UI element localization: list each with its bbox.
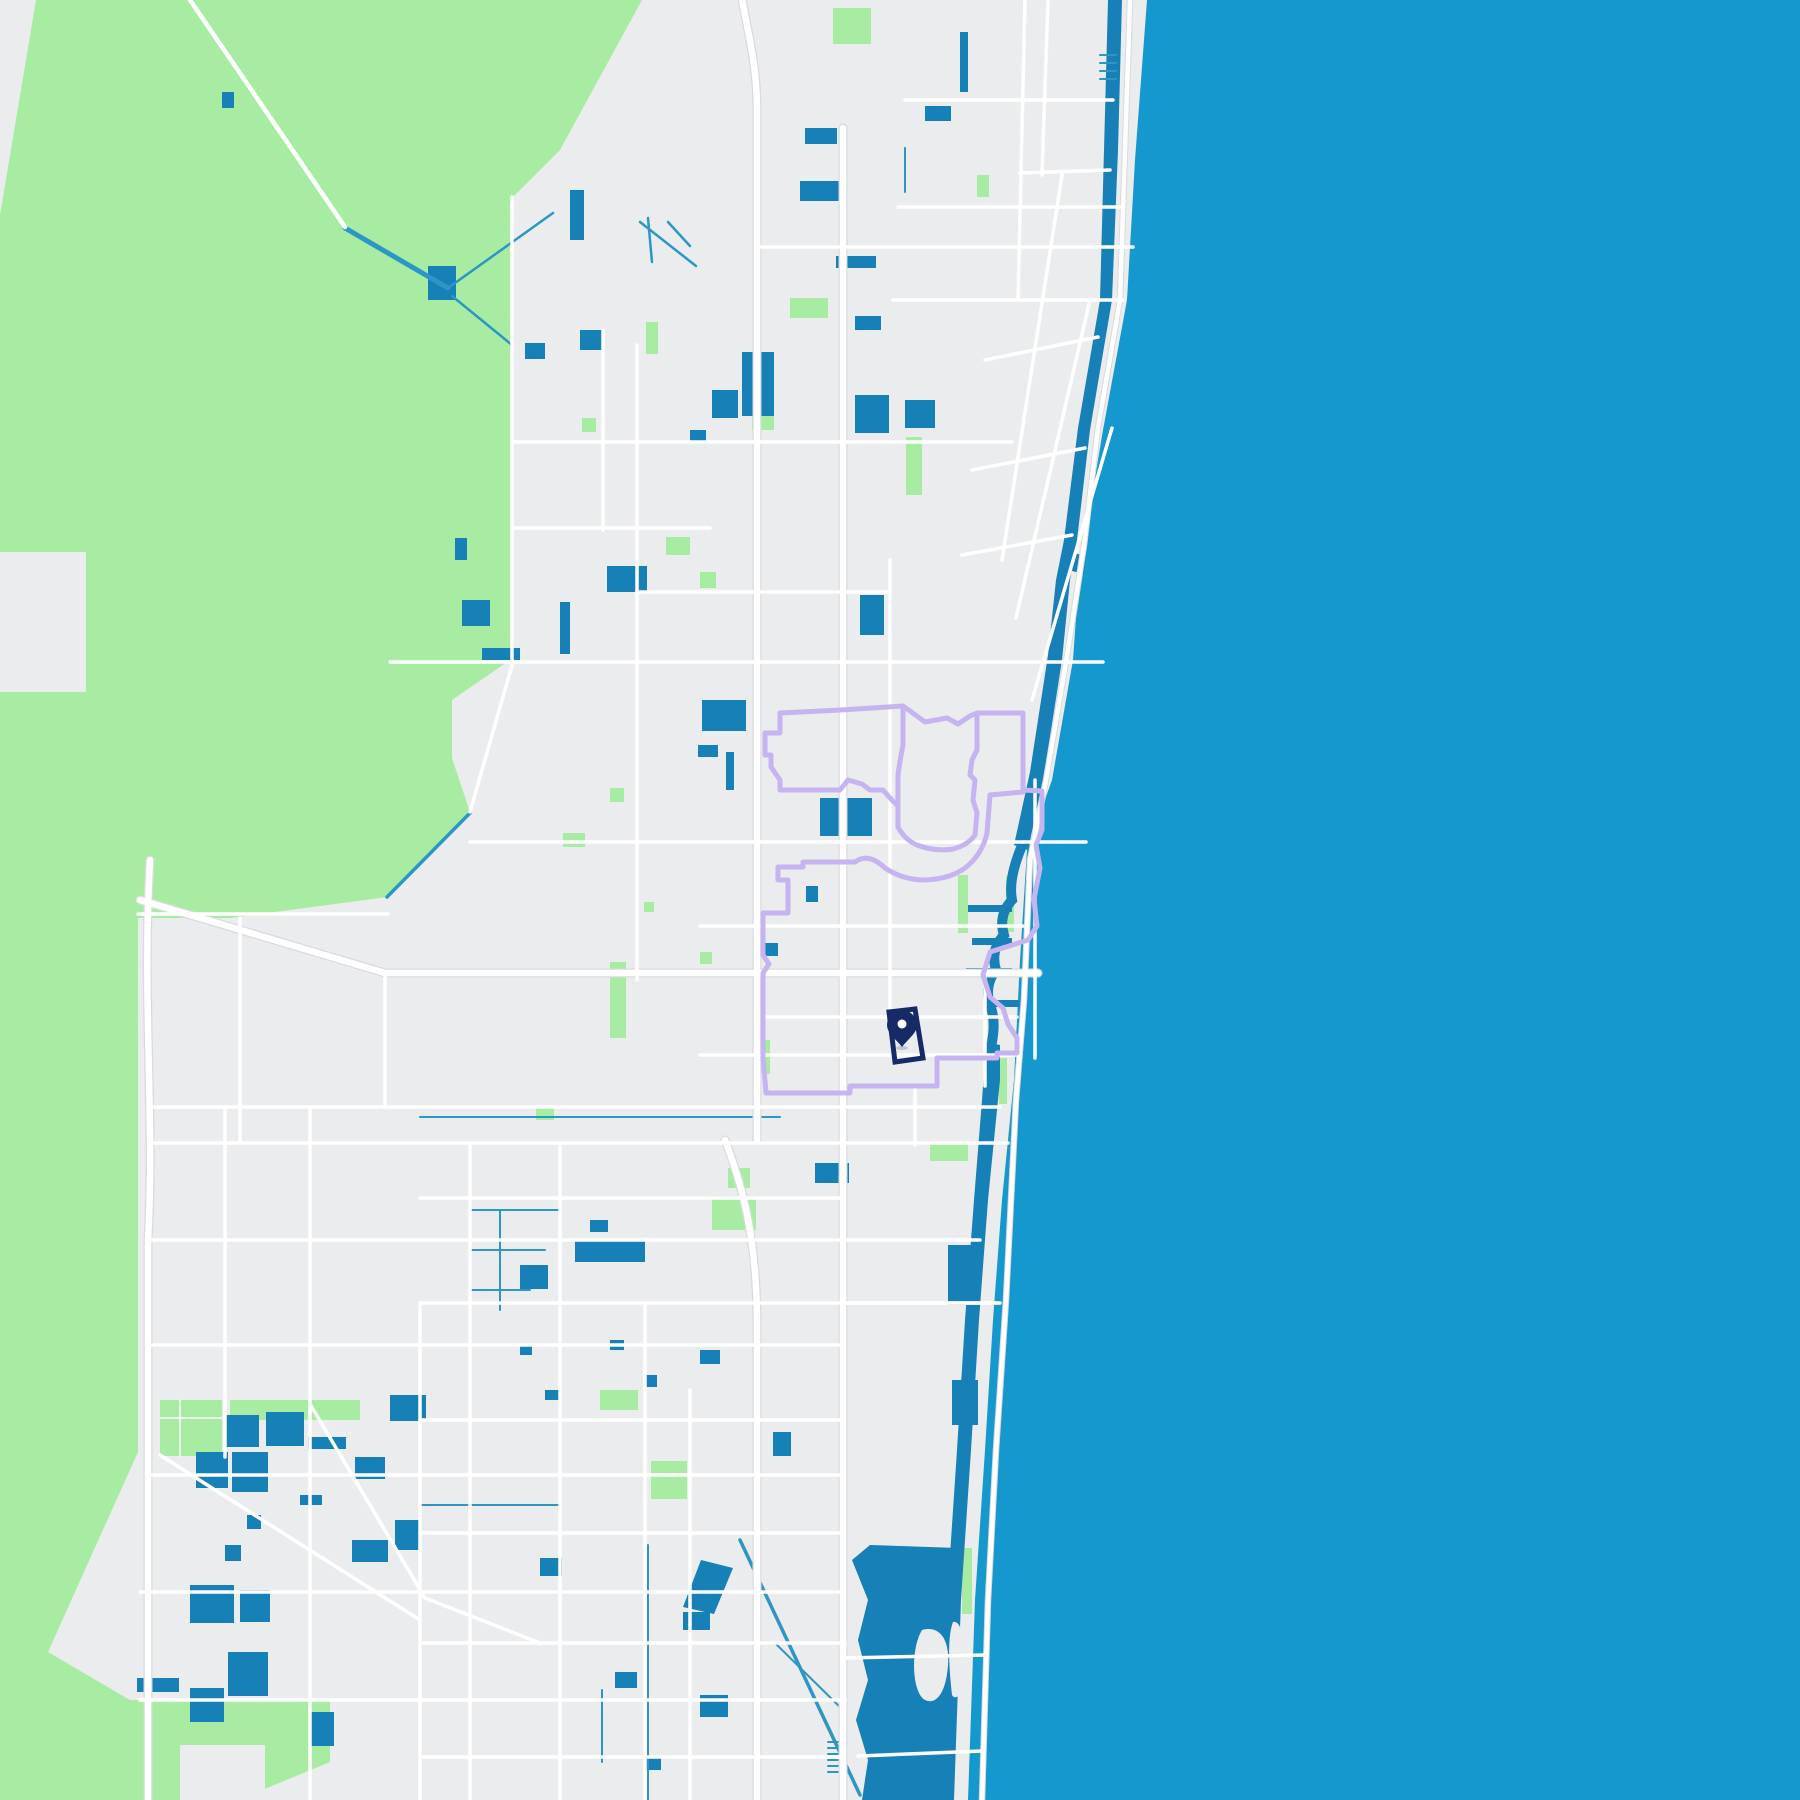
boundary-line [760,703,1045,1096]
water-layer [137,0,1122,1800]
ocean [968,0,1800,1800]
location-marker[interactable] [886,1006,926,1065]
marker-building-outline[interactable] [886,1006,926,1065]
pin-inner-dot [897,1019,907,1029]
pin-shadow [896,1046,908,1050]
land-cutouts [0,0,265,1800]
road-layer [136,0,1135,1800]
lagoon-islands [914,1621,964,1702]
